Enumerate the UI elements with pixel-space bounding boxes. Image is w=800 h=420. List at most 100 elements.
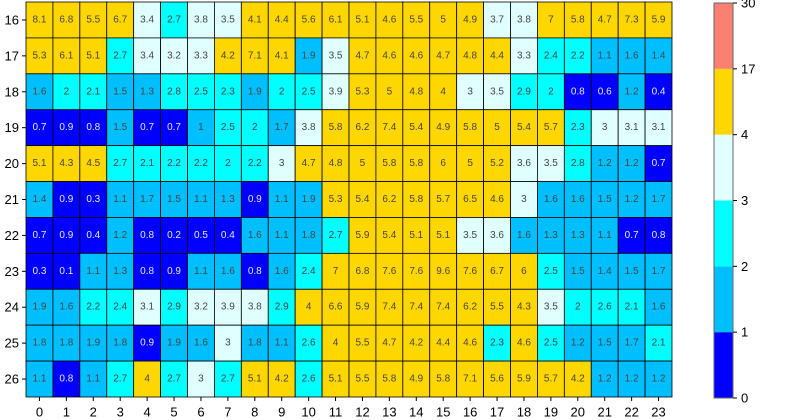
- cell-value-label: 5.3: [329, 194, 343, 205]
- heatmap-cell: [52, 109, 81, 147]
- cell-value-label: 4.4: [436, 338, 450, 349]
- heatmap-cell: [375, 288, 404, 326]
- cell-value-label: 1.6: [652, 302, 666, 313]
- heatmap-cell: [267, 252, 296, 290]
- heatmap-cell: [294, 252, 323, 290]
- cell-value-label: 6: [440, 158, 446, 169]
- heatmap-cell: [25, 181, 54, 218]
- cell-value-label: 5.8: [329, 122, 343, 133]
- heatmap-cell: [106, 37, 135, 75]
- x-tick-label: 14: [409, 405, 423, 420]
- heatmap-cell: [644, 145, 673, 182]
- y-tick-label: 25: [5, 336, 19, 351]
- cell-value-label: 4.6: [409, 50, 423, 61]
- cell-value-label: 5.1: [329, 374, 343, 385]
- cell-value-label: 4.7: [356, 50, 370, 61]
- heatmap-cell: [160, 217, 188, 254]
- heatmap-cell: [590, 288, 619, 326]
- cell-value-label: 9.6: [436, 266, 450, 277]
- heatmap-cell: [321, 37, 350, 75]
- heatmap-cell: [133, 360, 161, 398]
- cell-value-label: 2: [575, 302, 581, 313]
- cell-value-label: 5.4: [356, 194, 370, 205]
- cell-value-label: 2.7: [167, 14, 181, 25]
- colorbar-tick-label: 1: [741, 325, 748, 340]
- heatmap-cell: [321, 181, 350, 218]
- heatmap-cell: [187, 145, 215, 182]
- cell-value-label: 2.7: [113, 50, 127, 61]
- cell-value-label: 3.6: [517, 158, 531, 169]
- heatmap-cells: 8.1 6.8 5.5 6.7 3.4 2.7 3.8 3.5 4.1 4.4 5.6 6.1 5.1 4…: [25, 1, 673, 398]
- heatmap-cell: [375, 252, 404, 290]
- y-tick-label: 23: [5, 264, 19, 279]
- heatmap-cell: [106, 288, 135, 326]
- cell-value-label: 1.1: [275, 338, 289, 349]
- heatmap-cell: [510, 360, 538, 398]
- cell-value-label: 2.5: [544, 338, 558, 349]
- cell-value-label: 2.7: [329, 230, 343, 241]
- cell-value-label: 1.5: [625, 266, 639, 277]
- heatmap-cell: [429, 288, 458, 326]
- cell-value-label: 7.3: [625, 14, 639, 25]
- cell-value-label: 6.7: [113, 14, 127, 25]
- heatmap-cell: [510, 181, 538, 218]
- heatmap-cell: [321, 360, 350, 398]
- x-tick-label: 1: [63, 405, 70, 420]
- heatmap-cell: [537, 73, 565, 111]
- cell-value-label: 3.3: [517, 50, 531, 61]
- cell-value-label: 1.6: [59, 302, 73, 313]
- cell-value-label: 2.8: [571, 158, 585, 169]
- heatmap-cell: [510, 252, 538, 290]
- cell-value-label: 4.6: [382, 14, 396, 25]
- heatmap-cell: [590, 1, 619, 39]
- heatmap-cell: [25, 109, 54, 147]
- cell-value-label: 2.2: [194, 158, 208, 169]
- heatmap-cell: [321, 324, 350, 362]
- cell-value-label: 6.1: [59, 50, 73, 61]
- cell-value-label: 0.9: [167, 266, 181, 277]
- heatmap-cell: [214, 145, 242, 182]
- cell-value-label: 1.3: [140, 86, 154, 97]
- heatmap-cell: [644, 37, 673, 75]
- cell-value-label: 2.6: [598, 302, 612, 313]
- cell-value-label: 2.5: [544, 266, 558, 277]
- cell-value-label: 2.3: [221, 86, 235, 97]
- heatmap-cell: [160, 360, 188, 398]
- heatmap-cell: [294, 145, 323, 182]
- heatmap-cell: [52, 145, 81, 182]
- heatmap-cell: [644, 181, 673, 218]
- cell-value-label: 0.8: [140, 266, 154, 277]
- cell-value-label: 3.9: [221, 302, 235, 313]
- cell-value-label: 2: [548, 86, 554, 97]
- cell-value-label: 4.2: [571, 374, 585, 385]
- cell-value-label: 1.6: [248, 230, 262, 241]
- cell-value-label: 4: [440, 86, 446, 97]
- heatmap-cell: [240, 324, 269, 362]
- cell-value-label: 0.3: [33, 266, 47, 277]
- cell-value-label: 0.2: [167, 230, 181, 241]
- heatmap-cell: [617, 181, 646, 218]
- cell-value-label: 4.8: [329, 158, 343, 169]
- cell-value-label: 5.9: [517, 374, 531, 385]
- cell-value-label: 5.4: [409, 122, 423, 133]
- cell-value-label: 2.8: [167, 86, 181, 97]
- cell-value-label: 1.6: [221, 266, 235, 277]
- heatmap-cell: [510, 109, 538, 147]
- heatmap-cell: [267, 324, 296, 362]
- heatmap-cell: [106, 109, 135, 147]
- heatmap-cell: [348, 37, 377, 75]
- heatmap-cell: [25, 217, 54, 254]
- heatmap-cell: [133, 252, 161, 290]
- cell-value-label: 4.6: [463, 338, 477, 349]
- heatmap-cell: [617, 37, 646, 75]
- x-tick-label: 11: [329, 405, 343, 420]
- heatmap-cell: [402, 109, 431, 147]
- cell-value-label: 4.6: [490, 194, 504, 205]
- heatmap-cell: [321, 109, 350, 147]
- cell-value-label: 2.9: [167, 302, 181, 313]
- cell-value-label: 2: [225, 158, 231, 169]
- heatmap-cell: [483, 181, 511, 218]
- cell-value-label: 7: [333, 266, 339, 277]
- cell-value-label: 1.9: [248, 86, 262, 97]
- heatmap-cell: [214, 252, 242, 290]
